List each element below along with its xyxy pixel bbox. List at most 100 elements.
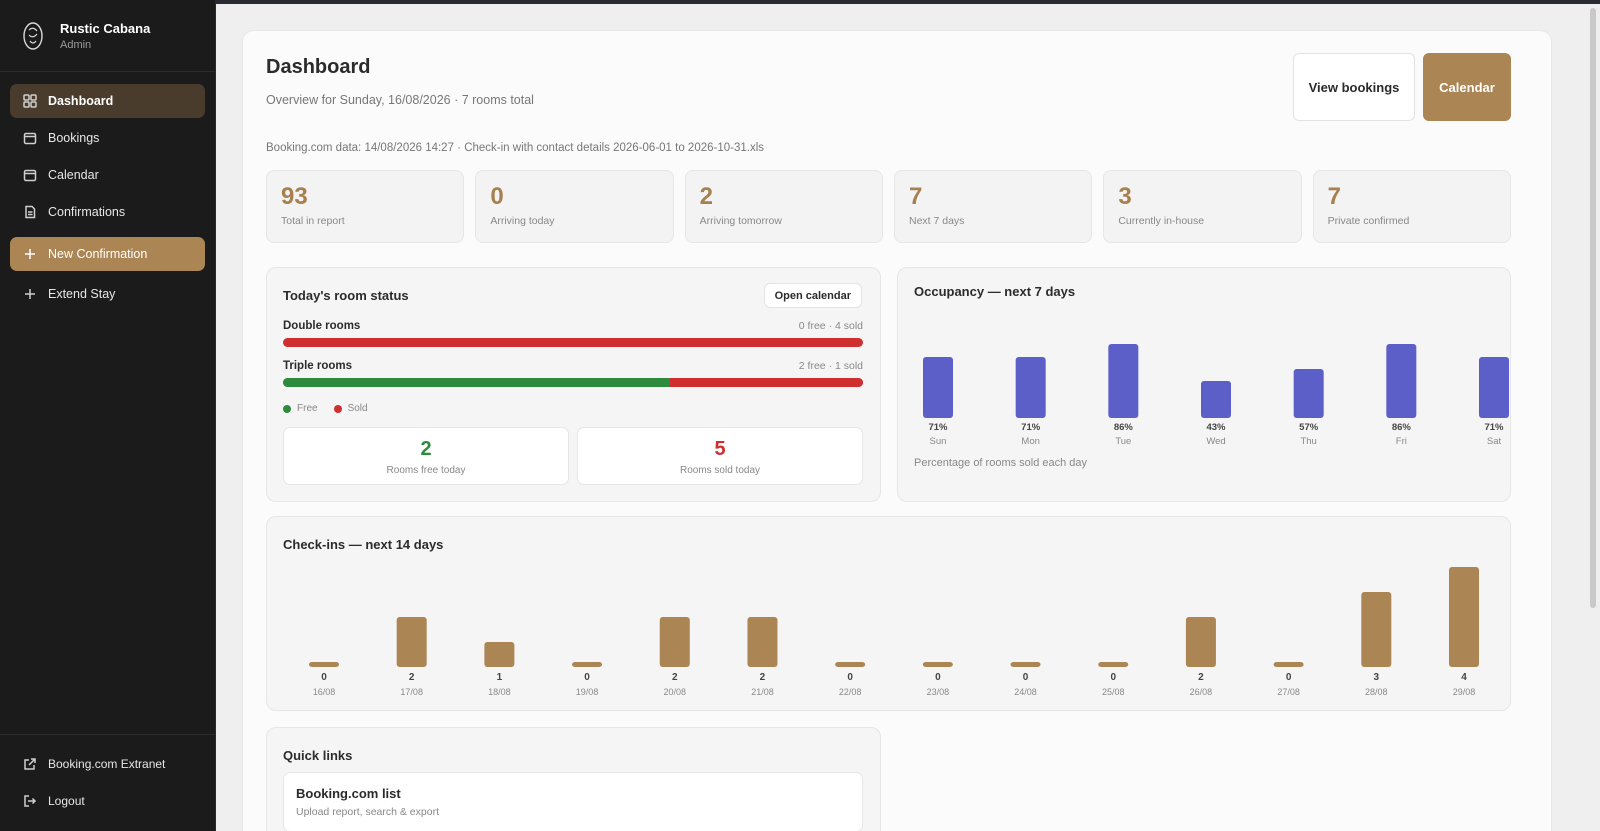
sidebar-item-label: Booking.com Extranet: [48, 757, 166, 771]
occupancy-value-label: 57%: [1299, 422, 1319, 433]
open-calendar-button[interactable]: Open calendar: [763, 283, 862, 308]
sidebar: Rustic Cabana Admin Dashboard Bookings C…: [0, 0, 216, 831]
checkin-bar: [309, 662, 339, 667]
occupancy-day-label: Fri: [1396, 436, 1407, 447]
brand: Rustic Cabana Admin: [0, 0, 215, 72]
legend-sold-label: Sold: [347, 403, 368, 414]
checkin-bar: [1273, 662, 1304, 667]
quick-links-card: Quick links Booking.com list Upload repo…: [266, 727, 881, 831]
checkin-count-label: 0: [1110, 672, 1116, 683]
quick-links-title: Quick links: [283, 748, 353, 763]
sidebar-item-label: Calendar: [48, 168, 99, 182]
checkin-bar: [396, 617, 427, 667]
availability-bar: [283, 378, 863, 387]
sidebar-item-booking-extranet[interactable]: Booking.com Extranet: [10, 747, 205, 781]
occupancy-value-label: 86%: [1114, 422, 1134, 433]
quick-link-booking-list[interactable]: Booking.com list Upload report, search &…: [283, 772, 863, 831]
scrollbar[interactable]: [1590, 8, 1596, 608]
occupancy-value-label: 71%: [1484, 422, 1504, 433]
view-bookings-button[interactable]: View bookings: [1293, 53, 1415, 121]
brand-name: Rustic Cabana: [60, 20, 151, 36]
calendar-icon: [23, 132, 37, 145]
checkin-date-label: 27/08: [1277, 687, 1300, 697]
occupancy-chart: 71% Sun 71% Mon 86% Tue 43% Wed 57% Thu 86% Fri 71% S…: [923, 344, 1509, 447]
grid-icon: [23, 94, 37, 108]
stat-card-total: 93 Total in report: [266, 170, 465, 243]
dashboard-panel: Dashboard Overview for Sunday, 16/08/202…: [242, 30, 1552, 831]
stat-label: Total in report: [281, 215, 345, 227]
plus-icon: [25, 289, 35, 299]
occupancy-day-label: Sat: [1487, 436, 1502, 447]
sidebar-item-logout[interactable]: Logout: [10, 784, 205, 818]
occupancy-bar: [1201, 381, 1231, 418]
calendar-icon: [23, 169, 37, 182]
occupancy-day-label: Sun: [930, 436, 947, 447]
bar-sold-segment: [283, 338, 863, 347]
sold-legend-dot: [333, 404, 342, 413]
sidebar-item-extend-stay[interactable]: Extend Stay: [10, 277, 205, 311]
rooms-sold-value: 5: [714, 438, 726, 460]
legend-free-label: Free: [297, 403, 318, 414]
quick-link-subtitle: Upload report, search & export: [296, 806, 439, 818]
stat-label: Currently in-house: [1118, 215, 1205, 227]
room-availability: 0 free · 4 sold: [798, 320, 863, 332]
occupancy-day-label: Tue: [1115, 436, 1131, 447]
checkin-count-label: 4: [1461, 672, 1467, 683]
room-type-name: Double rooms: [283, 320, 361, 332]
sidebar-item-dashboard[interactable]: Dashboard: [10, 84, 205, 118]
checkin-date-label: 18/08: [488, 687, 511, 697]
checkin-bar: [659, 617, 690, 667]
checkin-date-label: 29/08: [1453, 687, 1476, 697]
checkins-title: Check-ins — next 14 days: [283, 537, 444, 552]
checkin-count-label: 2: [760, 672, 766, 683]
occupancy-value-label: 43%: [1206, 422, 1226, 433]
sidebar-item-confirmations[interactable]: Confirmations: [10, 195, 205, 229]
checkin-count-label: 0: [1023, 672, 1029, 683]
availability-bar: [283, 338, 863, 347]
stat-value: 93: [281, 183, 308, 210]
document-icon: [25, 205, 36, 219]
occupancy-value-label: 71%: [1021, 422, 1041, 433]
sidebar-item-label: Extend Stay: [48, 287, 116, 301]
stats-row: 93 Total in report 0 Arriving today 2 Ar…: [266, 170, 1511, 243]
checkin-count-label: 0: [321, 672, 327, 683]
occupancy-bar: [1386, 344, 1417, 418]
checkin-date-label: 22/08: [839, 687, 862, 697]
calendar-button[interactable]: Calendar: [1423, 53, 1511, 121]
stat-value: 2: [699, 183, 714, 210]
room-row-double: Double rooms 0 free · 4 sold: [283, 320, 863, 347]
rooms-free-value: 2: [420, 438, 432, 460]
checkin-bar: [484, 642, 515, 667]
checkin-count-label: 0: [1286, 672, 1292, 683]
occupancy-value-label: 71%: [928, 422, 948, 433]
sidebar-item-label: Logout: [48, 794, 85, 808]
external-link-icon: [24, 758, 36, 770]
sidebar-item-label: Confirmations: [48, 205, 126, 219]
room-status-title: Today's room status: [283, 288, 409, 303]
sidebar-item-label: Dashboard: [48, 94, 114, 108]
stat-label: Arriving today: [490, 215, 555, 227]
sidebar-bottom: Booking.com Extranet Logout: [0, 734, 215, 831]
bar-sold-segment: [669, 378, 863, 387]
data-source-note: Booking.com data: 14/08/2026 14:27 · Che…: [266, 142, 765, 154]
sidebar-item-calendar[interactable]: Calendar: [10, 158, 205, 192]
checkin-date-label: 16/08: [313, 687, 336, 697]
page-subtitle: Overview for Sunday, 16/08/2026 · 7 room…: [266, 93, 534, 107]
checkin-date-label: 19/08: [576, 687, 599, 697]
checkin-count-label: 0: [584, 672, 590, 683]
checkin-count-label: 3: [1374, 672, 1380, 683]
logout-icon: [24, 795, 37, 807]
checkin-date-label: 28/08: [1365, 687, 1388, 697]
sidebar-item-bookings[interactable]: Bookings: [10, 121, 205, 155]
occupancy-title: Occupancy — next 7 days: [914, 284, 1076, 299]
checkin-date-label: 21/08: [751, 687, 774, 697]
plus-icon: [25, 249, 35, 259]
rooms-free-label: Rooms free today: [386, 465, 466, 476]
sidebar-item-new-confirmation[interactable]: New Confirmation: [10, 237, 205, 271]
checkins-chart: 0 16/08 2 17/08 1 18/08 0 19/08 2 20/08 2 21/08 0 22/…: [309, 567, 1479, 697]
stat-card-private-confirmed: 7 Private confirmed: [1312, 170, 1511, 243]
checkin-date-label: 24/08: [1014, 687, 1037, 697]
occupancy-caption: Percentage of rooms sold each day: [914, 457, 1088, 469]
occupancy-day-label: Thu: [1300, 436, 1316, 447]
occupancy-bar: [1293, 368, 1324, 418]
